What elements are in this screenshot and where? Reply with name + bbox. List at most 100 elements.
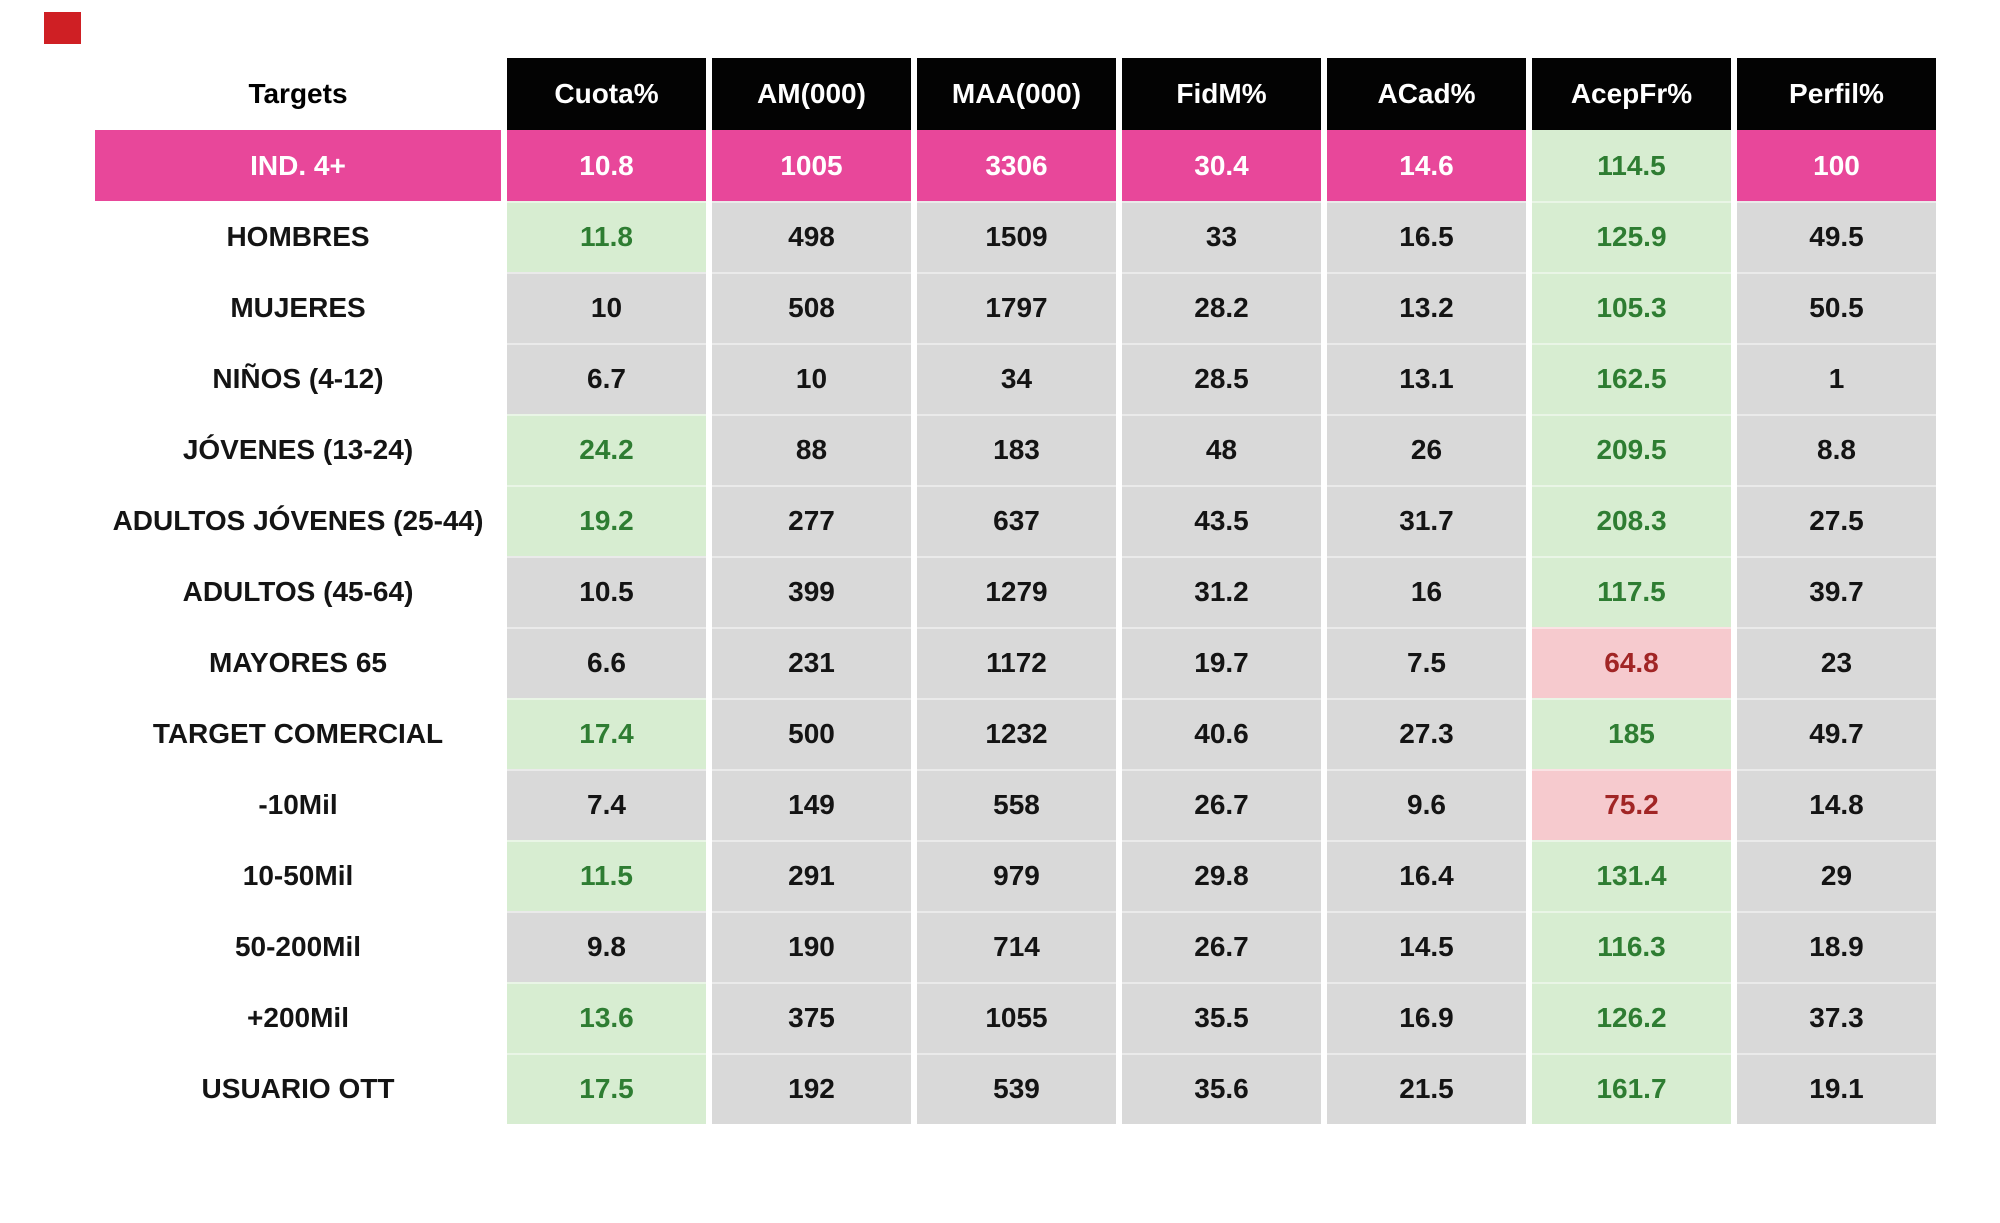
- row-label: ADULTOS JÓVENES (25-44): [95, 485, 501, 556]
- column-header-maa000: MAA(000): [917, 58, 1116, 130]
- table-cell: 125.9: [1532, 201, 1731, 272]
- row-label: 10-50Mil: [95, 840, 501, 911]
- table-cell: 28.2: [1122, 272, 1321, 343]
- table-cell: 114.5: [1532, 130, 1731, 201]
- table-cell: 116.3: [1532, 911, 1731, 982]
- table-cell: 31.7: [1327, 485, 1526, 556]
- table-cell: 37.3: [1737, 982, 1936, 1053]
- table-cell: 34: [917, 343, 1116, 414]
- table-cell: 508: [712, 272, 911, 343]
- column-header-am000: AM(000): [712, 58, 911, 130]
- table-cell: 979: [917, 840, 1116, 911]
- table-cell: 16: [1327, 556, 1526, 627]
- table-cell: 75.2: [1532, 769, 1731, 840]
- table-cell: 10.5: [507, 556, 706, 627]
- table-cell: 18.9: [1737, 911, 1936, 982]
- table-cell: 19.2: [507, 485, 706, 556]
- table-cell: 27.5: [1737, 485, 1936, 556]
- row-label: IND. 4+: [95, 130, 501, 201]
- table-cell: 208.3: [1532, 485, 1731, 556]
- column-header-acad: ACad%: [1327, 58, 1526, 130]
- table-cell: 14.8: [1737, 769, 1936, 840]
- table-cell: 23: [1737, 627, 1936, 698]
- row-label: TARGET COMERCIAL: [95, 698, 501, 769]
- table-cell: 49.5: [1737, 201, 1936, 272]
- table-cell: 6.6: [507, 627, 706, 698]
- row-label: NIÑOS (4-12): [95, 343, 501, 414]
- table-cell: 10.8: [507, 130, 706, 201]
- table-cell: 1: [1737, 343, 1936, 414]
- table-cell: 11.8: [507, 201, 706, 272]
- table-cell: 714: [917, 911, 1116, 982]
- table-cell: 13.6: [507, 982, 706, 1053]
- table-cell: 375: [712, 982, 911, 1053]
- table-cell: 88: [712, 414, 911, 485]
- table-cell: 3306: [917, 130, 1116, 201]
- row-label: JÓVENES (13-24): [95, 414, 501, 485]
- table-cell: 28.5: [1122, 343, 1321, 414]
- table-cell: 39.7: [1737, 556, 1936, 627]
- table-cell: 33: [1122, 201, 1321, 272]
- table-cell: 1797: [917, 272, 1116, 343]
- table-cell: 21.5: [1327, 1053, 1526, 1124]
- table-cell: 35.5: [1122, 982, 1321, 1053]
- table-cell: 16.5: [1327, 201, 1526, 272]
- table-cell: 1172: [917, 627, 1116, 698]
- table-cell: 558: [917, 769, 1116, 840]
- table-cell: 1509: [917, 201, 1116, 272]
- table-cell: 131.4: [1532, 840, 1731, 911]
- table-cell: 30.4: [1122, 130, 1321, 201]
- table-cell: 13.1: [1327, 343, 1526, 414]
- table-cell: 43.5: [1122, 485, 1321, 556]
- table-cell: 64.8: [1532, 627, 1731, 698]
- column-header-acepfr: AcepFr%: [1532, 58, 1731, 130]
- table-cell: 40.6: [1122, 698, 1321, 769]
- column-header-targets: Targets: [95, 58, 501, 130]
- table-cell: 1232: [917, 698, 1116, 769]
- table-cell: 183: [917, 414, 1116, 485]
- table-cell: 19.1: [1737, 1053, 1936, 1124]
- table-cell: 1005: [712, 130, 911, 201]
- table-cell: 637: [917, 485, 1116, 556]
- table-cell: 126.2: [1532, 982, 1731, 1053]
- table-cell: 26.7: [1122, 769, 1321, 840]
- table-cell: 162.5: [1532, 343, 1731, 414]
- table-cell: 29.8: [1122, 840, 1321, 911]
- table-cell: 149: [712, 769, 911, 840]
- audience-metrics-table: Targets Cuota% AM(000) MAA(000) FidM% ACad% Ac…: [95, 58, 1936, 1124]
- table-cell: 16.9: [1327, 982, 1526, 1053]
- table-cell: 27.3: [1327, 698, 1526, 769]
- table-cell: 14.5: [1327, 911, 1526, 982]
- table-cell: 10: [507, 272, 706, 343]
- table-cell: 16.4: [1327, 840, 1526, 911]
- table-cell: 14.6: [1327, 130, 1526, 201]
- table-cell: 7.4: [507, 769, 706, 840]
- column-header-fidm: FidM%: [1122, 58, 1321, 130]
- table-cell: 17.5: [507, 1053, 706, 1124]
- table-cell: 50.5: [1737, 272, 1936, 343]
- table-cell: 231: [712, 627, 911, 698]
- row-label: HOMBRES: [95, 201, 501, 272]
- table-cell: 17.4: [507, 698, 706, 769]
- table-cell: 24.2: [507, 414, 706, 485]
- table-cell: 9.8: [507, 911, 706, 982]
- table-cell: 9.6: [1327, 769, 1526, 840]
- table-cell: 185: [1532, 698, 1731, 769]
- table-cell: 48: [1122, 414, 1321, 485]
- column-header-perfil: Perfil%: [1737, 58, 1936, 130]
- table-cell: 291: [712, 840, 911, 911]
- row-label: ADULTOS (45-64): [95, 556, 501, 627]
- table-cell: 105.3: [1532, 272, 1731, 343]
- table-cell: 8.8: [1737, 414, 1936, 485]
- table-cell: 399: [712, 556, 911, 627]
- table-cell: 35.6: [1122, 1053, 1321, 1124]
- table-cell: 190: [712, 911, 911, 982]
- row-label: -10Mil: [95, 769, 501, 840]
- row-label: MUJERES: [95, 272, 501, 343]
- table-cell: 10: [712, 343, 911, 414]
- table-cell: 26.7: [1122, 911, 1321, 982]
- table-cell: 100: [1737, 130, 1936, 201]
- table-cell: 192: [712, 1053, 911, 1124]
- table-cell: 6.7: [507, 343, 706, 414]
